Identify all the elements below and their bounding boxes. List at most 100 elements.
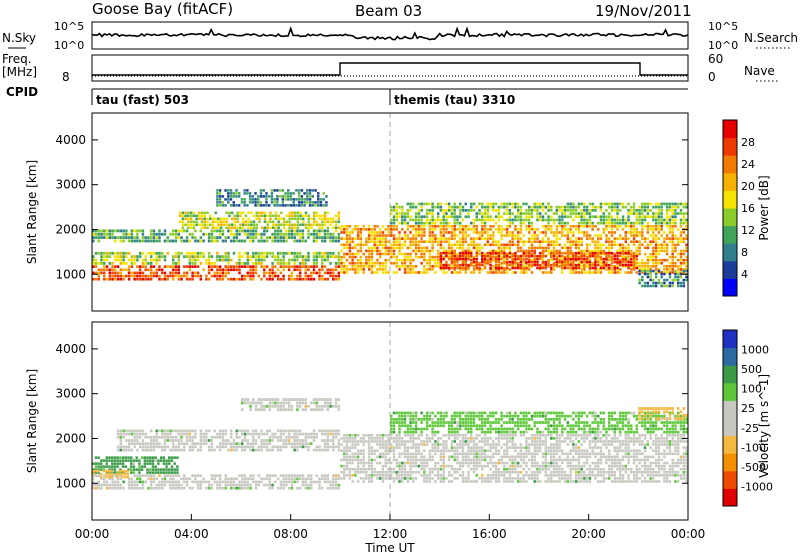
velocity-echo-cell xyxy=(133,432,136,436)
power-echo-cell xyxy=(541,208,545,212)
power-echo-cell xyxy=(409,237,412,240)
power-echo-cell xyxy=(624,218,628,222)
power-echo-cell xyxy=(544,218,548,222)
velocity-echo-cell xyxy=(285,477,288,481)
power-echo-cell xyxy=(588,221,592,225)
velocity-echo-cell xyxy=(274,401,277,405)
power-echo-cell xyxy=(356,231,360,234)
power-echo-cell xyxy=(566,228,570,231)
power-echo-cell xyxy=(390,249,393,253)
power-echo-cell xyxy=(304,265,307,268)
power-echo-cell xyxy=(453,251,456,255)
power-echo-cell xyxy=(431,255,434,259)
power-echo-cell xyxy=(281,204,285,207)
velocity-echo-cell xyxy=(224,432,227,436)
power-echo-cell xyxy=(583,218,586,222)
power-echo-cell xyxy=(108,236,112,240)
velocity-echo-cell xyxy=(107,469,111,473)
power-echo-cell xyxy=(563,251,567,255)
power-echo-cell xyxy=(403,265,407,268)
power-echo-cell xyxy=(332,268,335,272)
velocity-echo-cell xyxy=(107,475,111,479)
power-echo-cell xyxy=(127,258,131,262)
power-echo-cell xyxy=(351,265,354,268)
power-echo-cell xyxy=(216,195,219,198)
velocity-echo-cell xyxy=(318,448,321,452)
power-echo-cell xyxy=(497,212,501,215)
velocity-echo-cell xyxy=(362,433,365,437)
power-echo-cell xyxy=(403,255,407,259)
power-echo-cell xyxy=(470,202,473,206)
velocity-echo-cell xyxy=(138,442,142,446)
velocity-echo-cell xyxy=(149,442,153,446)
power-echo-cell xyxy=(205,258,208,262)
power-echo-cell xyxy=(122,251,125,255)
power-echo-cell xyxy=(558,218,561,222)
velocity-echo-cell xyxy=(166,439,169,442)
power-echo-cell xyxy=(483,212,487,215)
power-echo-cell xyxy=(530,260,534,264)
power-echo-cell xyxy=(527,263,531,267)
power-echo-cell xyxy=(503,243,506,247)
power-echo-cell xyxy=(381,224,385,228)
power-echo-cell xyxy=(163,277,167,281)
power-echo-cell xyxy=(180,229,183,233)
velocity-echo-cell xyxy=(409,467,412,471)
power-echo-cell xyxy=(293,223,297,227)
velocity-echo-cell xyxy=(188,432,192,436)
power-echo-cell xyxy=(481,212,484,215)
velocity-echo-cell xyxy=(401,480,404,483)
power-echo-cell xyxy=(616,249,619,253)
velocity-echo-cell xyxy=(146,462,149,465)
power-echo-cell xyxy=(641,275,644,279)
power-echo-cell xyxy=(337,217,341,221)
power-echo-cell xyxy=(489,268,492,271)
power-echo-cell xyxy=(511,212,514,215)
power-echo-cell xyxy=(254,258,258,262)
power-echo-cell xyxy=(289,195,293,198)
velocity-echo-cell xyxy=(376,440,379,443)
power-echo-cell xyxy=(641,218,644,222)
power-echo-cell xyxy=(588,258,592,262)
power-echo-cell xyxy=(293,217,297,221)
power-echo-cell xyxy=(668,272,672,276)
power-echo-cell xyxy=(409,202,412,206)
power-echo-cell xyxy=(238,277,241,281)
velocity-echo-cell xyxy=(337,439,341,442)
power-echo-cell xyxy=(307,229,310,233)
velocity-echo-cell xyxy=(409,440,412,443)
power-echo-cell xyxy=(317,201,320,204)
power-echo-cell xyxy=(221,232,225,236)
power-echo-cell xyxy=(94,258,98,262)
velocity-echo-cell xyxy=(229,432,233,436)
power-echo-cell xyxy=(453,260,456,264)
power-echo-cell xyxy=(406,246,410,250)
velocity-echo-cell xyxy=(395,477,399,480)
power-echo-cell xyxy=(271,265,274,268)
power-echo-cell xyxy=(207,236,211,240)
power-echo-cell xyxy=(616,224,619,228)
power-echo-cell xyxy=(654,265,658,268)
power-echo-cell xyxy=(541,254,545,258)
velocity-echo-cell xyxy=(246,429,250,433)
power-echo-cell xyxy=(149,265,153,268)
power-echo-cell xyxy=(239,226,242,230)
power-echo-cell xyxy=(505,234,509,237)
power-echo-cell xyxy=(398,249,401,253)
power-echo-cell xyxy=(94,271,98,275)
power-echo-cell xyxy=(607,215,611,219)
power-echo-cell xyxy=(541,218,545,222)
power-echo-cell xyxy=(105,265,109,268)
velocity-echo-cell xyxy=(249,445,252,449)
power-echo-cell xyxy=(343,231,346,234)
power-echo-cell xyxy=(464,237,467,240)
velocity-echo-cell xyxy=(337,483,341,487)
power-echo-cell xyxy=(530,258,534,262)
power-echo-cell xyxy=(591,205,594,209)
velocity-echo-cell xyxy=(337,398,341,402)
power-echo-cell xyxy=(547,208,550,212)
power-echo-cell xyxy=(100,271,103,275)
power-echo-cell xyxy=(561,271,564,274)
power-echo-cell xyxy=(395,255,399,259)
velocity-echo-band-4 xyxy=(241,398,341,412)
